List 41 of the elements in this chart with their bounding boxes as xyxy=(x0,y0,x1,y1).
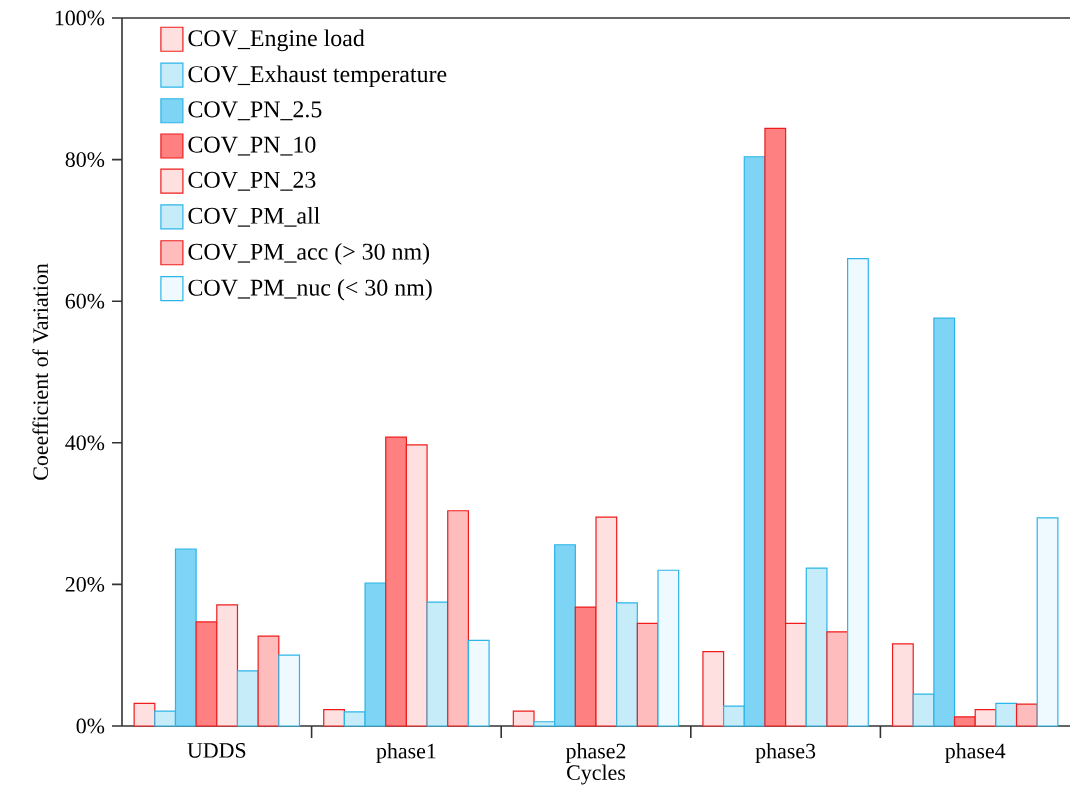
bar xyxy=(826,631,849,727)
bar xyxy=(278,654,301,727)
bar xyxy=(891,643,914,727)
y-axis-title: Coeefficient of Variation xyxy=(32,263,49,480)
x-tick-label: UDDS xyxy=(187,743,246,758)
y-tick-label: 40% xyxy=(65,435,105,451)
bar xyxy=(447,510,470,727)
legend-label: COV_Engine load xyxy=(188,29,365,52)
legend-label: COV_PN_10 xyxy=(188,136,316,156)
bar xyxy=(426,601,449,727)
bar xyxy=(133,702,156,727)
y-tick-label: 100% xyxy=(55,10,105,26)
bar xyxy=(236,670,259,727)
bar xyxy=(702,651,725,727)
legend-label: COV_PN_2.5 xyxy=(188,101,322,121)
bar xyxy=(616,602,638,727)
y-tick-label: 80% xyxy=(65,152,105,168)
x-tick-label: phase4 xyxy=(945,743,1006,763)
x-axis-title: Cycles xyxy=(567,764,626,785)
bar xyxy=(467,639,490,727)
bar xyxy=(847,258,869,727)
bar xyxy=(512,710,535,727)
x-tick-label: phase2 xyxy=(565,743,626,763)
y-tick-label: 0% xyxy=(76,718,105,734)
bar xyxy=(636,622,659,727)
x-tick-label: phase3 xyxy=(755,743,816,763)
bar xyxy=(1015,703,1038,727)
bar xyxy=(323,709,346,727)
legend-label: COV_Exhaust temperature xyxy=(188,65,447,88)
y-tick-label: 60% xyxy=(65,293,105,309)
legend-label: COV_PM_nuc (< 30 nm) xyxy=(188,278,432,301)
x-tick-label: phase1 xyxy=(376,743,436,763)
bar xyxy=(257,635,280,727)
bar xyxy=(805,567,828,727)
legend-label: COV_PN_23 xyxy=(188,171,316,191)
bar xyxy=(657,569,680,727)
y-tick-label: 20% xyxy=(65,576,105,592)
bar xyxy=(1036,517,1059,727)
legend-label: COV_PM_all xyxy=(188,206,320,227)
legend-label: COV_PM_acc (> 30 nm) xyxy=(188,242,430,265)
bar xyxy=(995,702,1018,727)
